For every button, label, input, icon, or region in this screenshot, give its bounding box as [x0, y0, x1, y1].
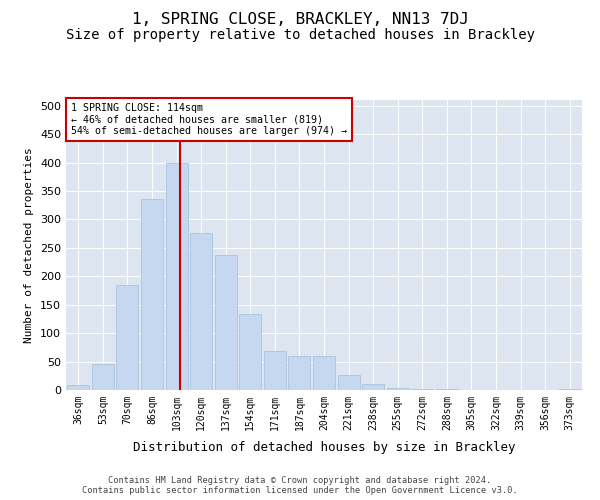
Bar	[67, 386, 89, 390]
Bar	[264, 351, 286, 390]
Bar	[239, 314, 262, 390]
Bar	[215, 254, 237, 390]
Bar	[141, 199, 163, 390]
Bar	[92, 364, 114, 390]
Bar	[559, 389, 581, 390]
Y-axis label: Number of detached properties: Number of detached properties	[25, 147, 34, 343]
Bar	[313, 356, 335, 390]
Bar	[190, 233, 212, 390]
Bar	[289, 356, 310, 390]
Text: 1 SPRING CLOSE: 114sqm
← 46% of detached houses are smaller (819)
54% of semi-de: 1 SPRING CLOSE: 114sqm ← 46% of detached…	[71, 103, 347, 136]
Bar	[166, 162, 188, 390]
Bar	[116, 286, 139, 390]
Text: Contains HM Land Registry data © Crown copyright and database right 2024.
Contai: Contains HM Land Registry data © Crown c…	[82, 476, 518, 495]
Text: 1, SPRING CLOSE, BRACKLEY, NN13 7DJ: 1, SPRING CLOSE, BRACKLEY, NN13 7DJ	[131, 12, 469, 28]
X-axis label: Distribution of detached houses by size in Brackley: Distribution of detached houses by size …	[133, 441, 515, 454]
Text: Size of property relative to detached houses in Brackley: Size of property relative to detached ho…	[65, 28, 535, 42]
Bar	[362, 384, 384, 390]
Bar	[386, 388, 409, 390]
Bar	[411, 389, 433, 390]
Bar	[338, 375, 359, 390]
